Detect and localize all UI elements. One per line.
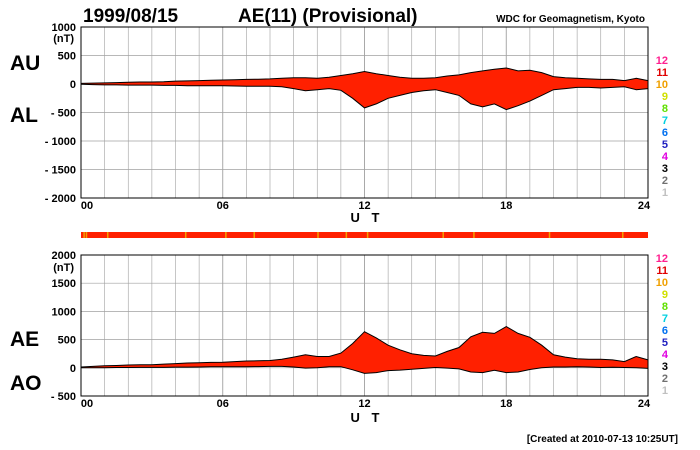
upper-y-tick-label: - 500 xyxy=(51,108,76,120)
legend-entry-10: 10 xyxy=(656,79,668,91)
lower-unit-label: (nT) xyxy=(53,262,74,274)
legend-entry-8: 8 xyxy=(662,103,668,115)
status-strip-mark xyxy=(622,232,624,238)
lower-band-fill xyxy=(81,326,648,374)
created-timestamp: [Created at 2010-07-13 10:25UT] xyxy=(527,434,678,445)
upper-unit-label: (nT) xyxy=(53,33,74,45)
lower-x-tick-label: 06 xyxy=(217,398,229,410)
ae-side-label: AE xyxy=(10,328,39,351)
legend-entry-5: 5 xyxy=(662,139,668,151)
legend-entry-1: 1 xyxy=(662,385,668,397)
legend-entry-6: 6 xyxy=(662,127,668,139)
status-strip-mark xyxy=(83,232,85,238)
legend-entry-7: 7 xyxy=(662,115,668,127)
legend-entry-11: 11 xyxy=(656,67,668,79)
legend-entry-12: 12 xyxy=(656,253,668,265)
legend-entry-4: 4 xyxy=(662,151,669,163)
series-line-ae xyxy=(80,326,649,368)
lower-y-tick-label: 1000 xyxy=(52,306,76,318)
upper-x-tick-label: 06 xyxy=(217,200,229,212)
lower-x-tick-label: 00 xyxy=(81,398,93,410)
upper-y-tick-label: 1000 xyxy=(52,22,76,34)
upper-y-tick-label: - 1500 xyxy=(45,165,76,177)
series-line-au xyxy=(80,67,649,84)
legend-entry-5: 5 xyxy=(662,337,668,349)
status-strip-mark xyxy=(253,232,255,238)
upper-x-axis-label: U T xyxy=(351,210,384,225)
legend-entry-9: 9 xyxy=(662,91,668,103)
legend-entry-3: 3 xyxy=(662,361,668,373)
status-strip-mark xyxy=(366,232,369,238)
lower-y-tick-label: - 500 xyxy=(51,391,76,403)
status-strip-mark xyxy=(345,232,348,238)
data-status-strip xyxy=(81,232,648,238)
legend-entry-12: 12 xyxy=(656,55,668,67)
upper-x-tick-label: 12 xyxy=(358,200,370,212)
upper-band-fill xyxy=(81,68,648,110)
legend-entry-9: 9 xyxy=(662,289,668,301)
legend-entry-2: 2 xyxy=(662,373,668,385)
lower-panel-ae-ao: (nT) AE AO U T 2000 1500 1000 500 0 - 500 00 06… xyxy=(10,250,651,425)
au-side-label: AU xyxy=(10,52,40,75)
lower-y-tick-label: 500 xyxy=(58,335,76,347)
lower-x-axis-label: U T xyxy=(351,410,384,425)
status-strip-mark xyxy=(473,232,475,238)
upper-x-tick-label: 18 xyxy=(500,200,512,212)
date-title: 1999/08/15 xyxy=(83,6,179,27)
upper-x-tick-label: 00 xyxy=(81,200,93,212)
upper-x-tick-label: 24 xyxy=(638,200,651,212)
source-label: WDC for Geomagnetism, Kyoto xyxy=(496,14,645,25)
upper-y-tick-label: 500 xyxy=(58,51,76,63)
legend-entry-4: 4 xyxy=(662,349,669,361)
ao-side-label: AO xyxy=(10,372,42,395)
index-title: AE(11) (Provisional) xyxy=(238,6,418,27)
legend-entry-7: 7 xyxy=(662,313,668,325)
upper-y-tick-label: 0 xyxy=(70,79,76,91)
legend-entry-6: 6 xyxy=(662,325,668,337)
legend-entry-2: 2 xyxy=(662,175,668,187)
lower-y-tick-label: 2000 xyxy=(52,250,76,262)
lower-y-tick-label: 1500 xyxy=(52,278,76,290)
status-strip-mark xyxy=(106,232,109,238)
al-side-label: AL xyxy=(10,104,38,127)
status-strip-mark xyxy=(225,232,227,238)
legend-entry-10: 10 xyxy=(656,277,668,289)
upper-y-tick-label: - 2000 xyxy=(45,193,76,205)
lower-plot-frame xyxy=(80,254,649,397)
lower-x-tick-label: 12 xyxy=(358,398,370,410)
status-strip-mark xyxy=(548,232,551,238)
lower-x-tick-label: 18 xyxy=(500,398,512,410)
upper-panel-au-al: (nT) AU AL U T 1000 500 0 - 500 - 1000 - 1500… xyxy=(10,22,651,225)
upper-plot-frame xyxy=(80,26,649,199)
legend-entry-11: 11 xyxy=(656,265,668,277)
legend-entry-1: 1 xyxy=(662,187,668,199)
status-strip-mark xyxy=(442,232,444,238)
series-line-al xyxy=(80,83,649,111)
status-strip-bar xyxy=(81,232,648,238)
lower-y-tick-label: 0 xyxy=(70,363,76,375)
upper-y-tick-label: - 1000 xyxy=(45,136,76,148)
status-strip-mark xyxy=(317,232,319,238)
lower-x-tick-label: 24 xyxy=(638,398,651,410)
legend-entry-8: 8 xyxy=(662,301,668,313)
legend-entry-3: 3 xyxy=(662,163,668,175)
series-line-ao xyxy=(81,365,649,374)
status-strip-mark xyxy=(85,232,88,238)
status-strip-mark xyxy=(184,232,187,238)
